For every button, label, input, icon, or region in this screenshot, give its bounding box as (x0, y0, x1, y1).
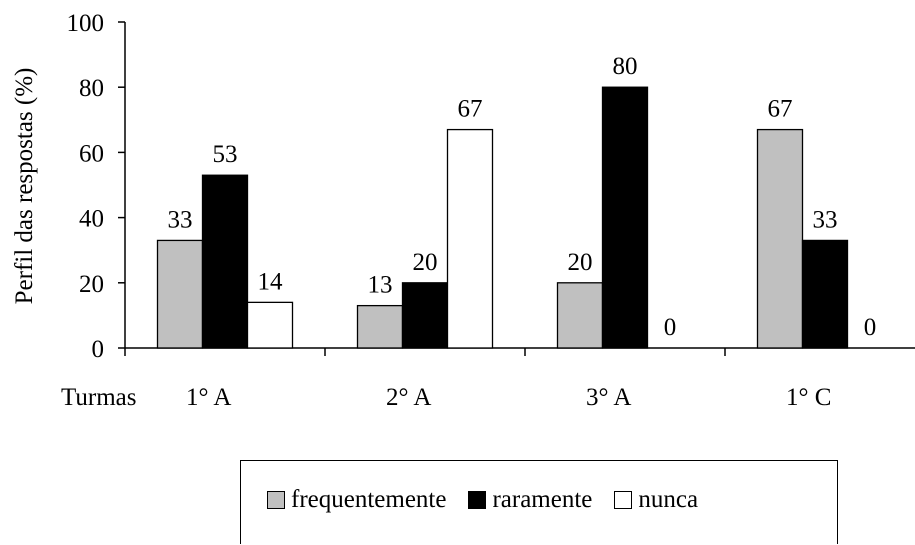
y-tick-label: 0 (92, 336, 105, 363)
x-tick-label: 1° C (786, 384, 831, 411)
legend-swatch (267, 490, 285, 509)
data-label: 20 (413, 249, 438, 276)
data-label: 67 (458, 96, 483, 123)
bar-chart: Perfil das respostas (%) Turmas 0 20 40 60 8… (11, 10, 915, 411)
bar-frequentemente (756, 128, 804, 349)
legend-swatch (468, 490, 487, 509)
y-tick-label: 60 (79, 140, 104, 167)
bar-frequentemente (556, 282, 604, 349)
bar-frequentemente (356, 304, 404, 349)
legend-label: nunca (638, 486, 699, 513)
bar-raramente (201, 174, 249, 349)
data-label: 67 (768, 96, 793, 123)
legend-label: frequentemente (291, 486, 447, 513)
y-tick-label: 100 (67, 10, 105, 37)
y-tick-label: 40 (79, 206, 104, 233)
data-label: 80 (613, 53, 638, 80)
axes: 0 20 40 60 80 100 1° A 2° A 3° A 1° C (67, 10, 915, 411)
data-labels: 33 53 14 13 20 67 20 80 0 67 33 0 (168, 53, 877, 341)
data-label: 20 (568, 249, 593, 276)
data-label: 13 (368, 272, 393, 299)
x-tick-label: 2° A (386, 384, 431, 411)
x-axis-label: Turmas (61, 384, 137, 411)
data-label: 0 (664, 314, 677, 341)
legend-item-frequentemente: frequentemente (267, 487, 446, 512)
bars (156, 86, 849, 349)
bar-nunca (446, 128, 494, 349)
data-label: 33 (813, 206, 838, 233)
y-tick-label: 20 (79, 271, 104, 298)
x-tick-label: 3° A (586, 384, 631, 411)
data-label: 53 (213, 141, 238, 168)
bar-raramente (601, 86, 649, 349)
bar-nunca (246, 301, 294, 349)
legend: frequentemente raramente nunca (240, 460, 838, 544)
data-label: 14 (258, 268, 284, 295)
y-tick-label: 80 (79, 75, 104, 102)
y-axis-label: Perfil das respostas (%) (11, 68, 38, 305)
legend-label: raramente (492, 486, 593, 513)
data-label: 0 (864, 314, 877, 341)
legend-items: frequentemente raramente nunca (267, 487, 720, 512)
bar-raramente (801, 239, 849, 349)
bar-raramente (401, 282, 449, 349)
x-tick-label: 1° A (186, 384, 231, 411)
legend-item-raramente: raramente (468, 487, 592, 512)
data-label: 33 (168, 206, 193, 233)
bar-frequentemente (156, 239, 204, 349)
legend-item-nunca: nunca (614, 487, 698, 512)
legend-swatch (614, 490, 633, 509)
